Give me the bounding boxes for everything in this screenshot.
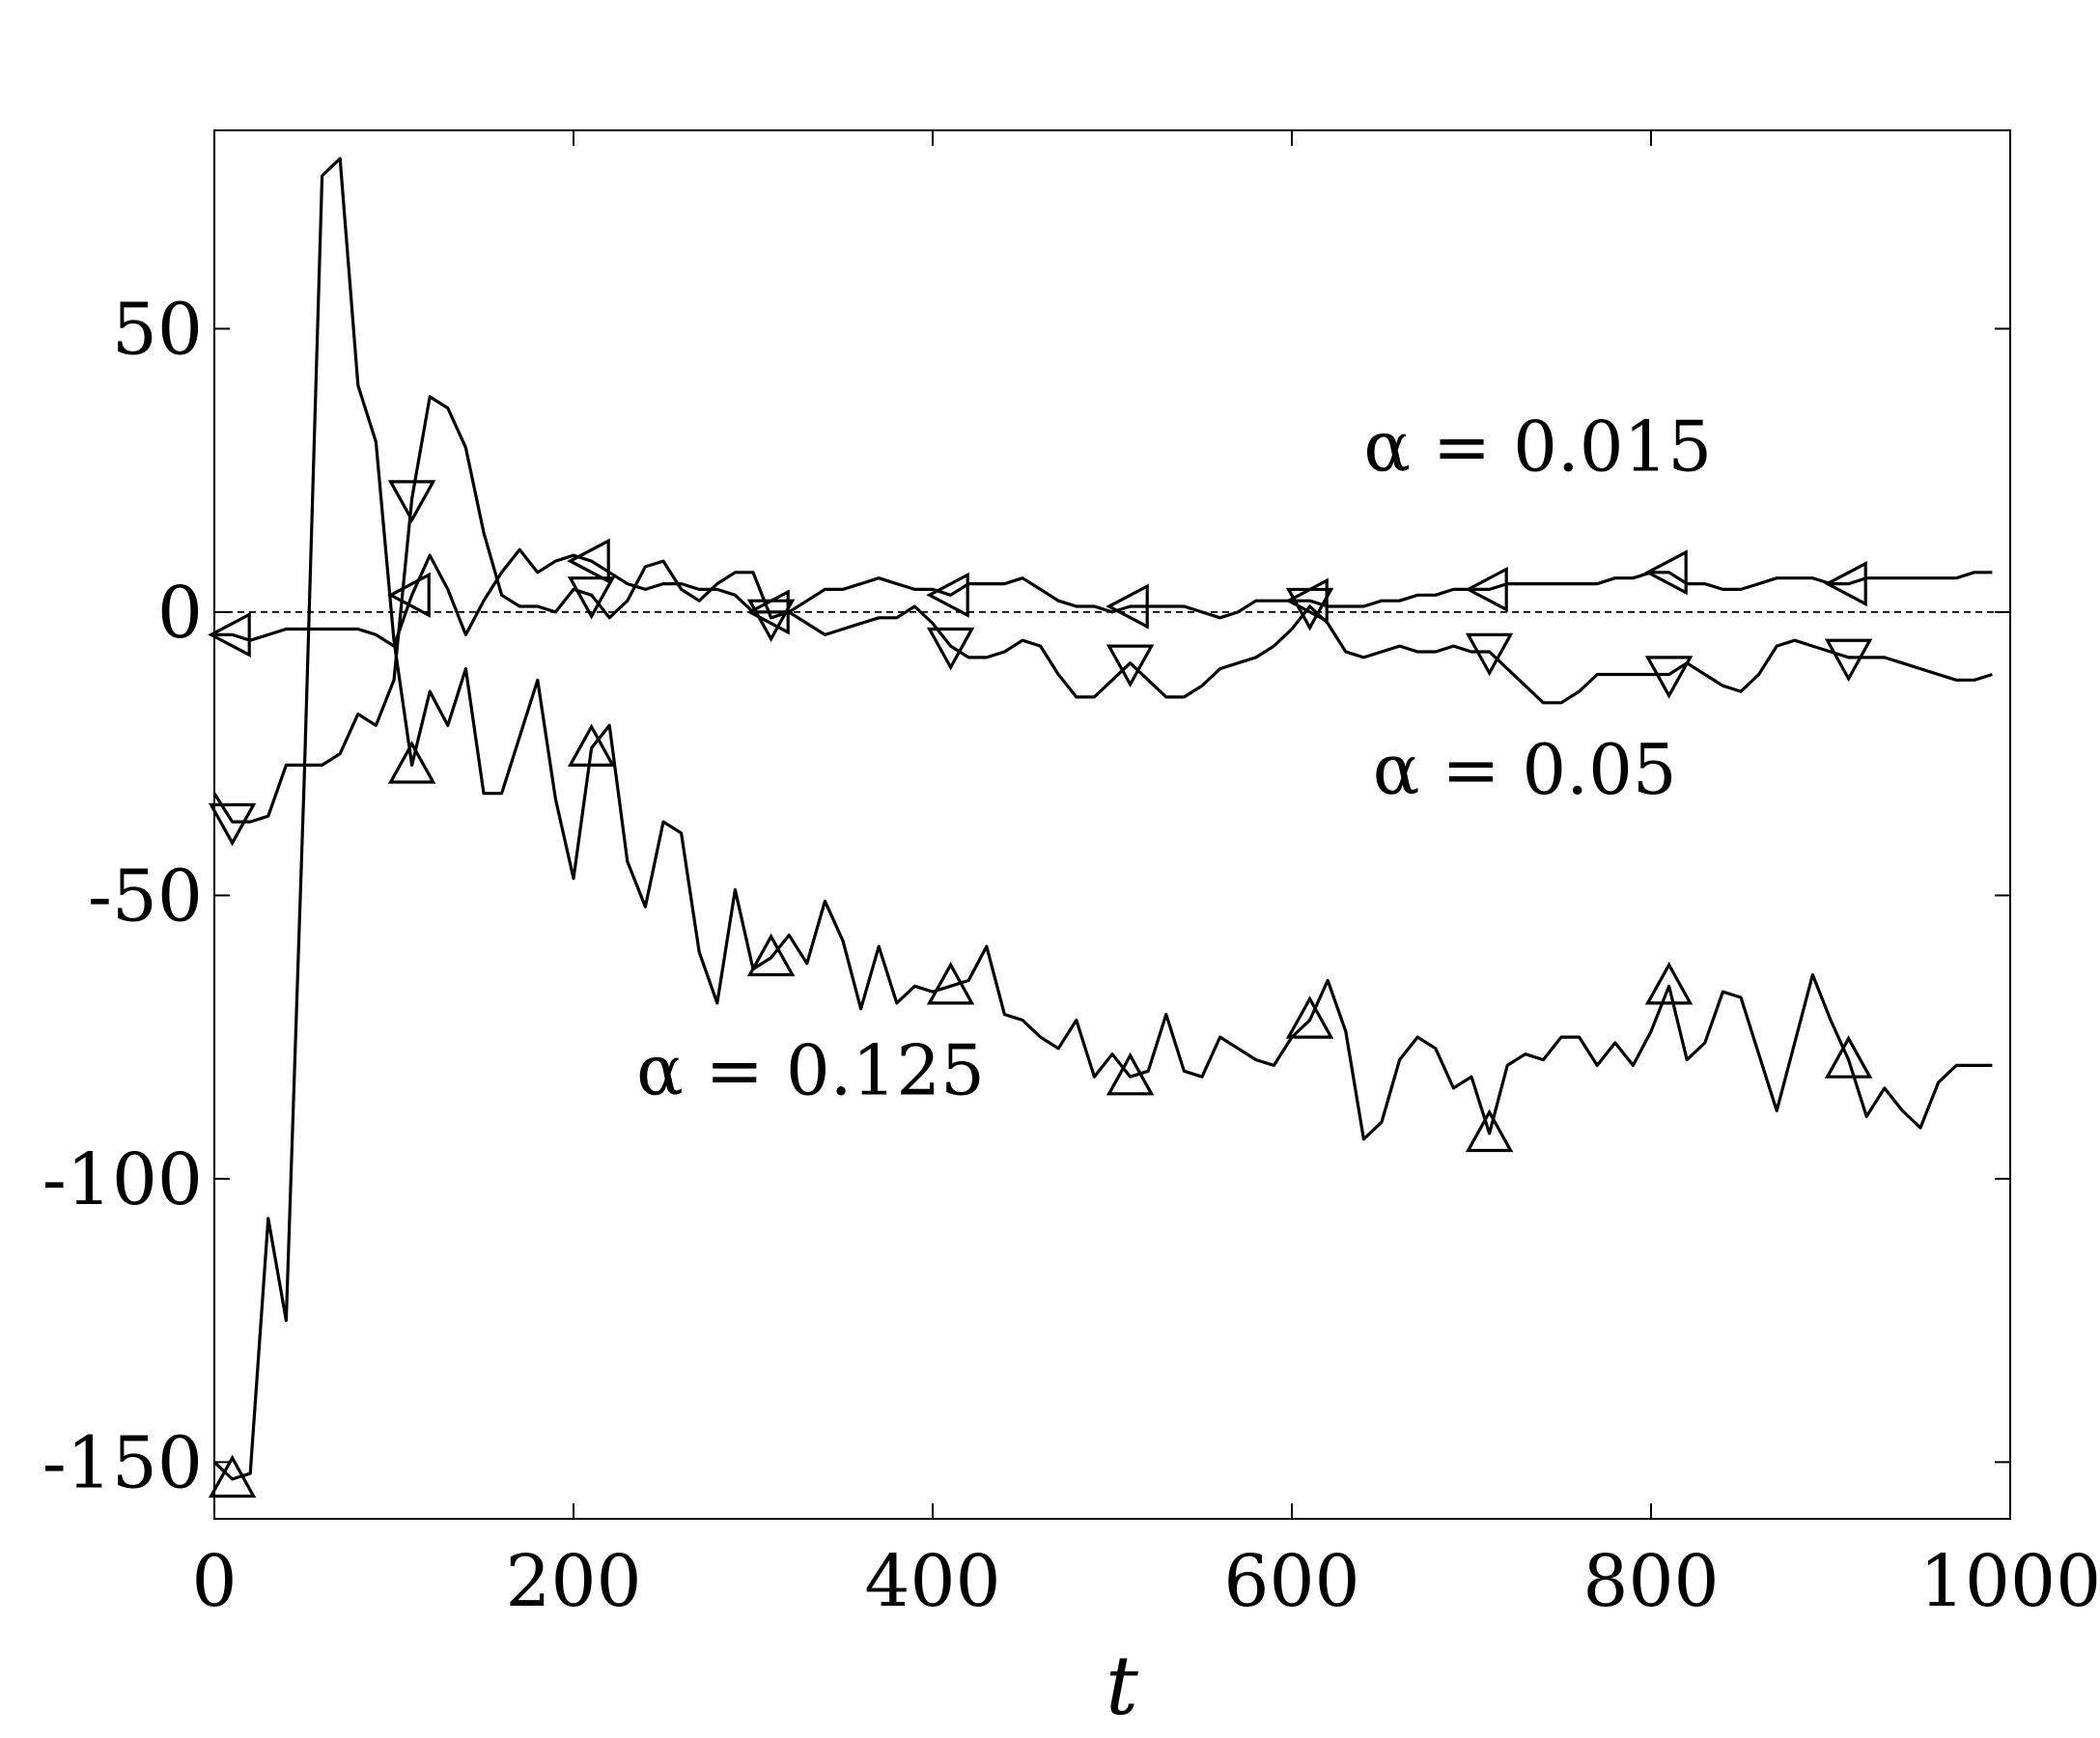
series-3-marker-8 <box>1465 1108 1514 1153</box>
series-line-3 <box>212 156 1993 1481</box>
series-2-marker-3 <box>567 576 616 620</box>
series-annotation-2: α = 0.05 <box>1373 729 1677 810</box>
labels-layer: 0 200 400 600 800 1000 50 0 -50 -100 -150 t α = 0.01… <box>42 288 2100 1733</box>
series-2-marker-2 <box>387 480 436 523</box>
y-tick-label-0: 0 <box>157 572 203 655</box>
series-2-marker-5 <box>926 627 975 671</box>
series-1-marker-10 <box>1824 560 1867 607</box>
series-3-marker-10 <box>1824 1035 1873 1079</box>
series-3-marker-9 <box>1644 961 1694 1005</box>
series-2-marker-1 <box>208 802 257 847</box>
series-3-marker-7 <box>1285 995 1334 1039</box>
series-line-2 <box>212 395 1993 824</box>
series-3-marker-1 <box>208 1454 257 1499</box>
x-tick-label-600: 600 <box>1223 1540 1359 1623</box>
x-tick-label-400: 400 <box>864 1540 1000 1623</box>
y-tick-label--150: -150 <box>42 1421 203 1504</box>
series-2-marker-4 <box>746 599 796 643</box>
y-tick-label-50: 50 <box>112 288 203 371</box>
series-1-marker-2 <box>387 572 431 618</box>
x-axis-title: t <box>1106 1639 1138 1733</box>
y-tick-label--100: -100 <box>42 1138 203 1221</box>
y-tick-label--50: -50 <box>88 855 203 938</box>
x-tick-label-800: 800 <box>1582 1540 1719 1623</box>
x-tick-label-0: 0 <box>191 1540 237 1623</box>
series-layer <box>208 156 1993 1499</box>
series-2-marker-9 <box>1644 656 1694 699</box>
series-3-marker-6 <box>1106 1051 1155 1096</box>
series-2-marker-10 <box>1824 638 1873 683</box>
axes-layer <box>213 129 2011 1520</box>
series-1-marker-6 <box>1106 583 1149 630</box>
axes-frame <box>213 129 2011 1520</box>
series-2-marker-7 <box>1285 587 1334 631</box>
series-3-marker-5 <box>926 961 975 1005</box>
series-3-marker-2 <box>387 741 436 784</box>
series-1-marker-5 <box>926 572 969 618</box>
series-1-marker-3 <box>567 538 610 584</box>
series-annotation-1: α = 0.015 <box>1363 406 1712 488</box>
series-1-marker-8 <box>1465 566 1508 612</box>
x-tick-label-200: 200 <box>505 1540 641 1623</box>
series-line-1 <box>214 547 1993 648</box>
series-2-marker-8 <box>1465 632 1514 677</box>
series-2-marker-6 <box>1106 644 1155 688</box>
series-3-marker-4 <box>746 933 796 977</box>
series-3-marker-3 <box>567 723 616 767</box>
series-annotation-3: α = 0.125 <box>636 1029 985 1110</box>
x-tick-label-1000: 1000 <box>1919 1540 2100 1623</box>
series-1-marker-1 <box>208 611 251 658</box>
series-1-marker-9 <box>1644 549 1688 596</box>
